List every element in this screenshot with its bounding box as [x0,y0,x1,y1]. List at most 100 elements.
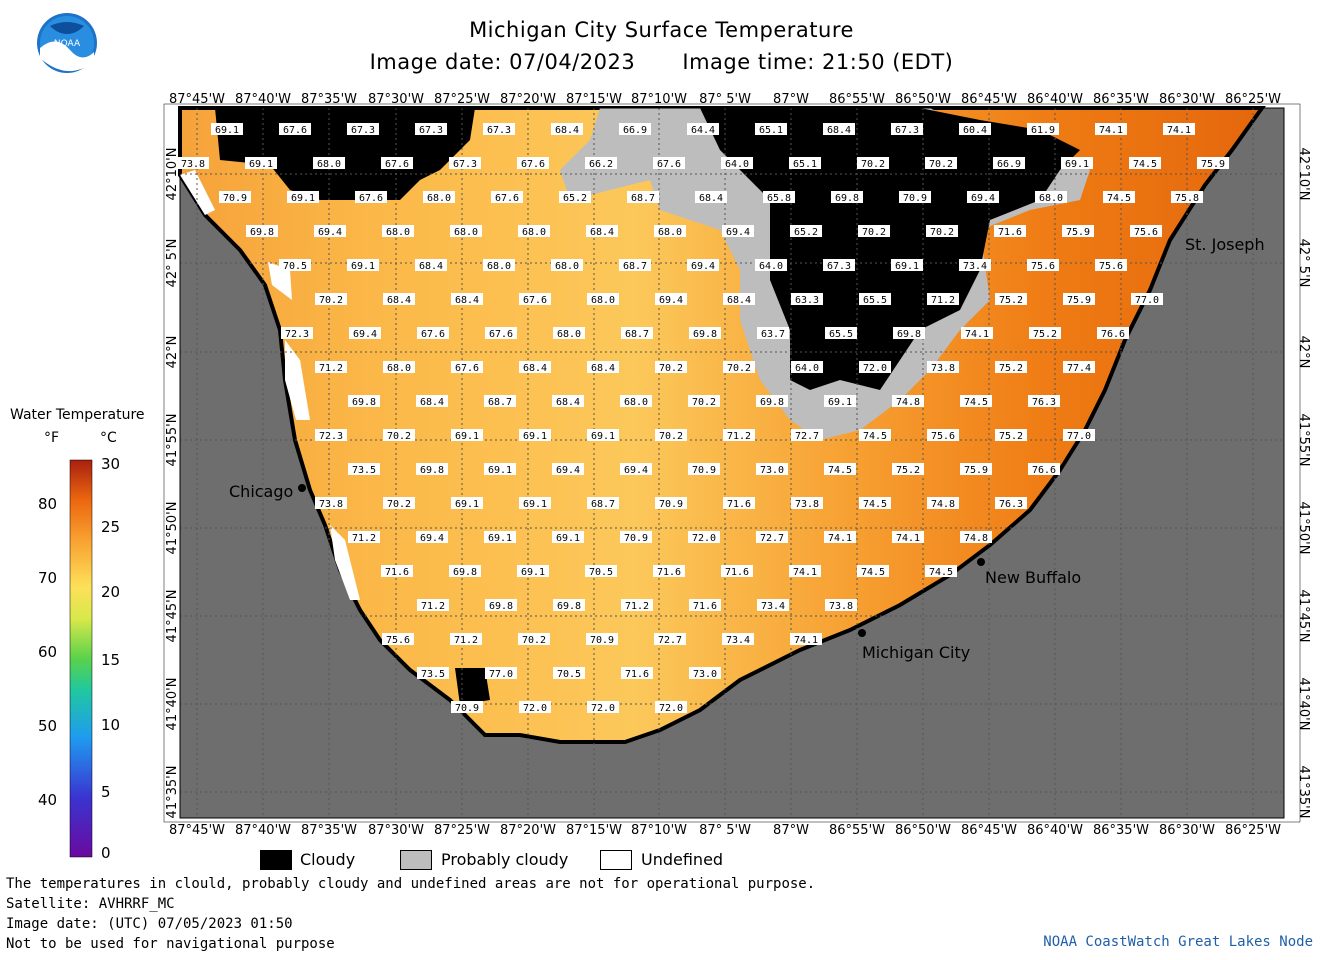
svg-text:73.8: 73.8 [319,499,343,510]
temperature-label: 65.1 [755,123,787,136]
lon-label-bottom: 87°45'W [169,823,225,838]
svg-text:69.1: 69.1 [523,499,547,510]
svg-text:67.6: 67.6 [489,329,513,340]
temperature-label: 72.7 [756,531,788,544]
svg-text:67.3: 67.3 [351,125,375,136]
temperature-label: 74.1 [824,531,856,544]
svg-text:75.8: 75.8 [1175,193,1199,204]
map-subtitle: Image date: 07/04/2023 Image time: 21:50… [0,50,1323,74]
temperature-label: 67.3 [483,123,515,136]
svg-text:68.7: 68.7 [488,397,512,408]
svg-text:67.6: 67.6 [385,159,409,170]
temperature-label: 73.8 [315,497,347,510]
temperature-label: 69.4 [552,463,584,476]
temperature-label: 71.2 [927,293,959,306]
temperature-label: 65.2 [790,225,822,238]
temperature-label: 65.1 [789,157,821,170]
svg-text:77.0: 77.0 [489,669,513,680]
temperature-label: 68.7 [621,327,653,340]
scale-title: Water Temperature [10,407,145,423]
temperature-label: 76.3 [1028,395,1060,408]
temperature-label: 69.1 [519,429,551,442]
f-tick: 40 [38,791,58,809]
svg-text:69.1: 69.1 [249,159,273,170]
svg-text:69.1: 69.1 [351,261,375,272]
svg-text:72.0: 72.0 [863,363,887,374]
temperature-label: 71.6 [381,565,413,578]
temperature-label: 72.0 [859,361,891,374]
temperature-label: 68.0 [553,327,585,340]
svg-text:76.3: 76.3 [1032,397,1056,408]
svg-text:72.0: 72.0 [591,703,615,714]
temperature-label: 70.5 [279,259,311,272]
lon-label-top: 87°15'W [566,92,622,107]
svg-text:68.4: 68.4 [455,295,479,306]
svg-text:67.3: 67.3 [487,125,511,136]
svg-text:69.1: 69.1 [1065,159,1089,170]
temperature-label: 76.3 [995,497,1027,510]
map-title: Michigan City Surface Temperature [469,18,854,42]
f-tick: 80 [38,495,58,513]
svg-text:69.4: 69.4 [556,465,580,476]
svg-text:68.0: 68.0 [591,295,615,306]
svg-text:74.5: 74.5 [1133,159,1157,170]
temperature-label: 65.5 [859,293,891,306]
svg-text:69.1: 69.1 [455,431,479,442]
temperature-label: 74.1 [789,565,821,578]
temperature-label: 67.6 [279,123,311,136]
svg-text:69.8: 69.8 [557,601,581,612]
svg-text:63.3: 63.3 [795,295,819,306]
svg-text:67.6: 67.6 [657,159,681,170]
svg-text:74.1: 74.1 [896,533,920,544]
footer-utc-date: Image date: (UTC) 07/05/2023 01:50 [6,916,293,932]
lon-label-top: 86°35'W [1093,92,1149,107]
lon-label-top: 87°20'W [500,92,556,107]
temperature-label: 75.2 [995,293,1027,306]
svg-text:68.4: 68.4 [827,125,851,136]
c-tick: 10 [101,716,121,734]
temperature-label: 67.3 [415,123,447,136]
temperature-label: 70.2 [723,361,755,374]
temperature-label: 74.1 [1163,123,1195,136]
svg-text:70.2: 70.2 [659,363,683,374]
temperature-label: 68.0 [587,293,619,306]
svg-text:68.7: 68.7 [623,261,647,272]
temperature-label: 67.3 [347,123,379,136]
svg-text:65.1: 65.1 [793,159,817,170]
svg-text:75.9: 75.9 [1067,295,1091,306]
lat-label-right: 41°35'N [1296,766,1311,819]
temperature-label: 67.6 [417,327,449,340]
temperature-label: 73.8 [825,599,857,612]
temperature-label: 69.4 [967,191,999,204]
temperature-label: 74.5 [1129,157,1161,170]
temperature-label: 66.9 [993,157,1025,170]
temperature-label: 69.1 [451,429,483,442]
temperature-label: 67.3 [891,123,923,136]
lat-label-left: 42° 5'N [165,239,180,288]
svg-text:69.8: 69.8 [489,601,513,612]
svg-text:73.0: 73.0 [693,669,717,680]
svg-text:77.4: 77.4 [1067,363,1091,374]
lon-label-bottom: 87°40'W [235,823,291,838]
f-tick: 50 [38,717,58,735]
temperature-label: 75.6 [382,633,414,646]
c-tick: 0 [101,844,111,862]
lon-label-bottom: 87°25'W [434,823,490,838]
svg-text:65.5: 65.5 [863,295,887,306]
image-date: Image date: 07/04/2023 [369,50,636,74]
svg-text:74.5: 74.5 [964,397,988,408]
temperature-label: 71.2 [417,599,449,612]
svg-text:75.2: 75.2 [896,465,920,476]
svg-text:67.3: 67.3 [827,261,851,272]
svg-text:64.4: 64.4 [691,125,715,136]
temperature-label: 77.4 [1063,361,1095,374]
temperature-label: 75.6 [927,429,959,442]
svg-text:68.7: 68.7 [591,499,615,510]
svg-text:75.9: 75.9 [964,465,988,476]
svg-text:76.6: 76.6 [1101,329,1125,340]
temperature-label: 68.7 [587,497,619,510]
svg-text:68.0: 68.0 [487,261,511,272]
svg-text:65.5: 65.5 [829,329,853,340]
lon-label-top: 87°35'W [301,92,357,107]
svg-text:65.2: 65.2 [563,193,587,204]
